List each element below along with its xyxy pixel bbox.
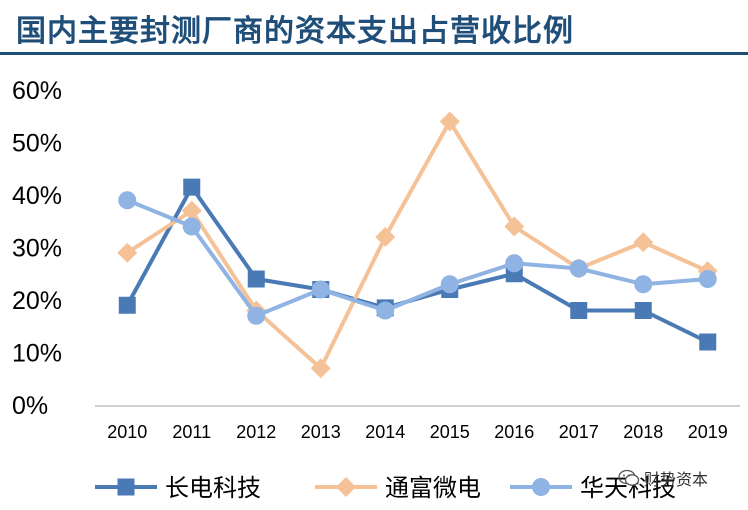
x-tick-label: 2019 (688, 422, 728, 442)
x-tick-label: 2018 (623, 422, 663, 442)
data-point (311, 280, 330, 299)
y-tick-label: 60% (12, 77, 62, 105)
data-point (440, 275, 459, 294)
data-point (310, 358, 331, 379)
y-tick-label: 30% (12, 235, 62, 263)
data-point (505, 254, 524, 273)
data-point (376, 301, 395, 320)
series-line (125, 185, 709, 344)
x-tick-label: 2010 (107, 422, 147, 442)
title-bar: 国内主要封测厂商的资本支出占营收比例 (0, 0, 748, 56)
data-point (634, 275, 653, 294)
x-tick-label: 2017 (559, 422, 599, 442)
data-point (247, 270, 265, 288)
data-point (118, 296, 136, 314)
data-point (698, 270, 717, 288)
x-tick-label: 2011 (172, 422, 211, 442)
y-tick-label: 40% (12, 182, 62, 210)
watermark: 财势资本 (618, 466, 708, 490)
legend-marker (336, 477, 356, 497)
data-point (117, 242, 138, 263)
data-point (570, 302, 588, 319)
y-tick-label: 50% (12, 130, 62, 158)
series-line (126, 198, 708, 318)
x-tick-label: 2014 (365, 422, 405, 442)
data-point (504, 216, 525, 237)
y-tick-label: 20% (12, 287, 62, 315)
data-point (183, 178, 201, 196)
data-point (699, 333, 717, 351)
x-tick-label: 2015 (430, 422, 470, 442)
data-point (182, 217, 201, 236)
y-tick-label: 10% (12, 340, 62, 368)
legend-label: 长电科技 (165, 474, 261, 502)
x-tick-label: 2013 (301, 422, 341, 442)
legend-marker (532, 478, 550, 496)
data-point (633, 232, 654, 253)
title-underline (0, 52, 748, 55)
data-point (118, 191, 137, 210)
data-point (634, 302, 652, 319)
data-point (569, 259, 588, 278)
wechat-icon (618, 469, 640, 486)
series-line (126, 119, 709, 371)
chart-title: 国内主要封测厂商的资本支出占营收比例 (16, 14, 574, 49)
data-point (247, 306, 266, 325)
x-tick-label: 2012 (236, 422, 276, 442)
legend-marker (117, 478, 135, 496)
x-tick-label: 2016 (494, 422, 534, 442)
data-point (439, 111, 460, 132)
legend-label: 通富微电 (385, 474, 481, 502)
y-tick-label: 0% (12, 392, 48, 420)
data-point (181, 200, 202, 221)
watermark-text: 财势资本 (644, 470, 709, 489)
data-point (375, 227, 396, 247)
